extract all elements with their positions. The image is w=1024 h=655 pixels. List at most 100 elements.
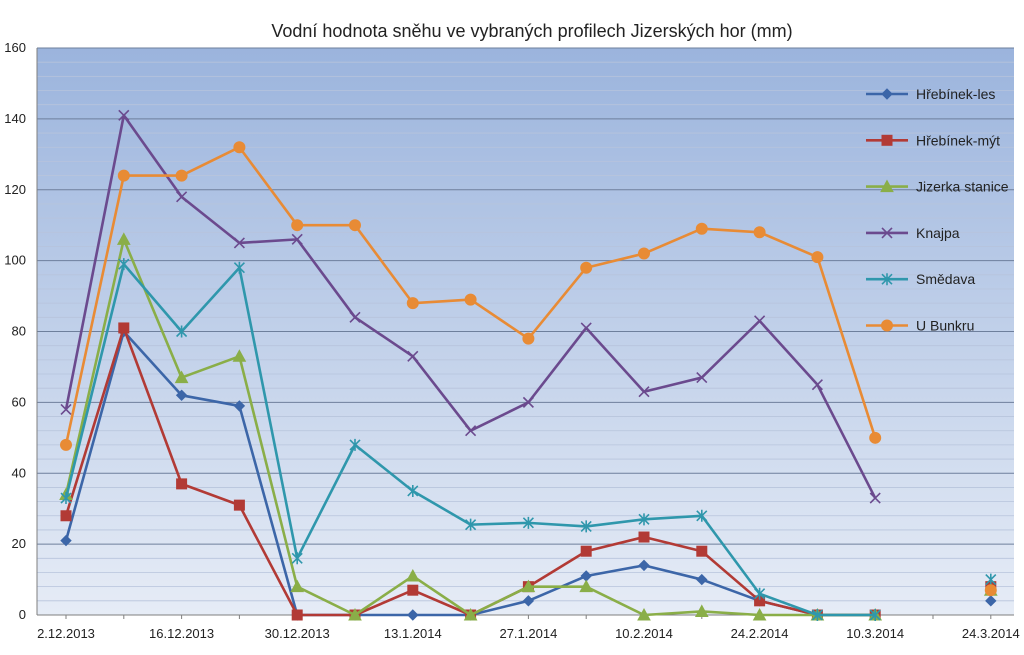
data-point bbox=[580, 261, 593, 274]
data-point bbox=[407, 350, 419, 362]
legend-item: Knajpa bbox=[866, 225, 960, 241]
data-point bbox=[176, 325, 188, 338]
y-tick-label: 60 bbox=[12, 394, 26, 409]
legend-marker bbox=[881, 134, 893, 146]
data-point bbox=[579, 579, 594, 593]
data-point bbox=[580, 520, 592, 533]
data-point bbox=[463, 607, 478, 621]
x-tick-label: 27.1.2014 bbox=[499, 626, 557, 641]
data-point bbox=[290, 579, 305, 593]
data-point bbox=[406, 297, 419, 310]
data-point bbox=[754, 315, 766, 327]
data-point bbox=[407, 484, 419, 497]
data-point bbox=[694, 604, 709, 617]
x-tick-label: 30.12.2013 bbox=[265, 626, 330, 641]
x-tick-label: 24.2.2014 bbox=[731, 626, 789, 641]
data-point bbox=[637, 607, 651, 621]
data-point bbox=[60, 492, 72, 505]
legend-item: U Bunkru bbox=[866, 318, 974, 334]
data-point bbox=[752, 607, 767, 621]
data-point bbox=[753, 226, 766, 239]
data-point bbox=[811, 251, 824, 264]
data-point bbox=[60, 438, 72, 451]
data-point bbox=[754, 587, 766, 600]
legend-label: Hřebínek-les bbox=[916, 86, 995, 102]
data-point bbox=[869, 431, 882, 444]
data-point bbox=[291, 609, 303, 621]
y-tick-label: 40 bbox=[12, 465, 26, 480]
legend-marker bbox=[881, 273, 893, 286]
data-point bbox=[233, 499, 245, 511]
data-point bbox=[695, 222, 708, 235]
data-point bbox=[291, 219, 304, 232]
legend-label: U Bunkru bbox=[916, 318, 974, 334]
grid-lines bbox=[36, 47, 1014, 616]
data-point bbox=[349, 438, 361, 451]
data-point bbox=[696, 372, 708, 384]
series-4 bbox=[60, 258, 997, 621]
legend-label: Hřebínek-mýt bbox=[916, 132, 1000, 148]
data-point bbox=[465, 425, 477, 437]
data-point bbox=[233, 400, 246, 412]
legend-item: Hřebínek-les bbox=[866, 86, 995, 102]
legend-marker bbox=[881, 227, 893, 239]
series-3 bbox=[60, 109, 881, 504]
data-point bbox=[985, 573, 997, 586]
legend-item: Smědava bbox=[866, 271, 975, 287]
data-point bbox=[869, 609, 881, 621]
x-tick-label: 10.3.2014 bbox=[846, 626, 904, 641]
x-tick-label: 10.2.2014 bbox=[615, 626, 673, 641]
data-point bbox=[349, 311, 361, 323]
data-point bbox=[580, 322, 592, 334]
data-point bbox=[696, 573, 708, 586]
data-point bbox=[638, 559, 650, 572]
legend-label: Jizerka stanice bbox=[916, 179, 1009, 195]
data-point bbox=[985, 595, 997, 607]
data-point bbox=[464, 293, 477, 306]
data-point bbox=[60, 510, 72, 522]
data-point bbox=[407, 584, 419, 596]
data-point bbox=[522, 332, 535, 345]
data-point bbox=[232, 349, 247, 362]
data-point bbox=[233, 141, 246, 154]
data-point bbox=[174, 370, 189, 384]
y-axis: 0 20 40 60 80 100 120 140 160 bbox=[4, 40, 26, 622]
data-point bbox=[638, 531, 650, 543]
chart-title: Vodní hodnota sněhu ve vybraných profile… bbox=[271, 21, 792, 41]
y-tick-label: 140 bbox=[4, 111, 26, 126]
data-point bbox=[638, 386, 650, 398]
legend-marker bbox=[881, 88, 893, 100]
legend-marker bbox=[880, 179, 894, 193]
x-axis: 2.12.2013 16.12.2013 30.12.2013 13.1.2014 27… bbox=[37, 615, 1020, 641]
y-tick-label: 20 bbox=[12, 536, 26, 551]
data-point bbox=[116, 232, 131, 245]
data-point bbox=[638, 247, 650, 260]
data-point bbox=[176, 191, 188, 203]
data-point bbox=[176, 478, 188, 490]
y-tick-label: 0 bbox=[19, 607, 26, 622]
legend-marker bbox=[881, 319, 893, 332]
data-point bbox=[348, 607, 362, 621]
data-point bbox=[175, 169, 188, 182]
data-point bbox=[465, 518, 477, 531]
data-point bbox=[521, 579, 536, 593]
data-point bbox=[405, 568, 420, 582]
data-point bbox=[118, 109, 130, 121]
y-tick-label: 100 bbox=[4, 253, 26, 268]
data-point bbox=[696, 509, 708, 522]
data-point bbox=[118, 322, 130, 334]
y-tick-label: 120 bbox=[4, 182, 26, 197]
data-point bbox=[522, 516, 534, 529]
data-point bbox=[291, 233, 303, 245]
data-point bbox=[117, 169, 130, 182]
data-point bbox=[984, 584, 997, 597]
data-point bbox=[60, 403, 72, 416]
data-point bbox=[407, 609, 419, 621]
data-point bbox=[233, 261, 245, 274]
x-tick-label: 16.12.2013 bbox=[149, 626, 214, 641]
data-point bbox=[811, 609, 823, 621]
legend-item: Jizerka stanice bbox=[866, 179, 1009, 195]
y-tick-label: 80 bbox=[12, 324, 26, 339]
